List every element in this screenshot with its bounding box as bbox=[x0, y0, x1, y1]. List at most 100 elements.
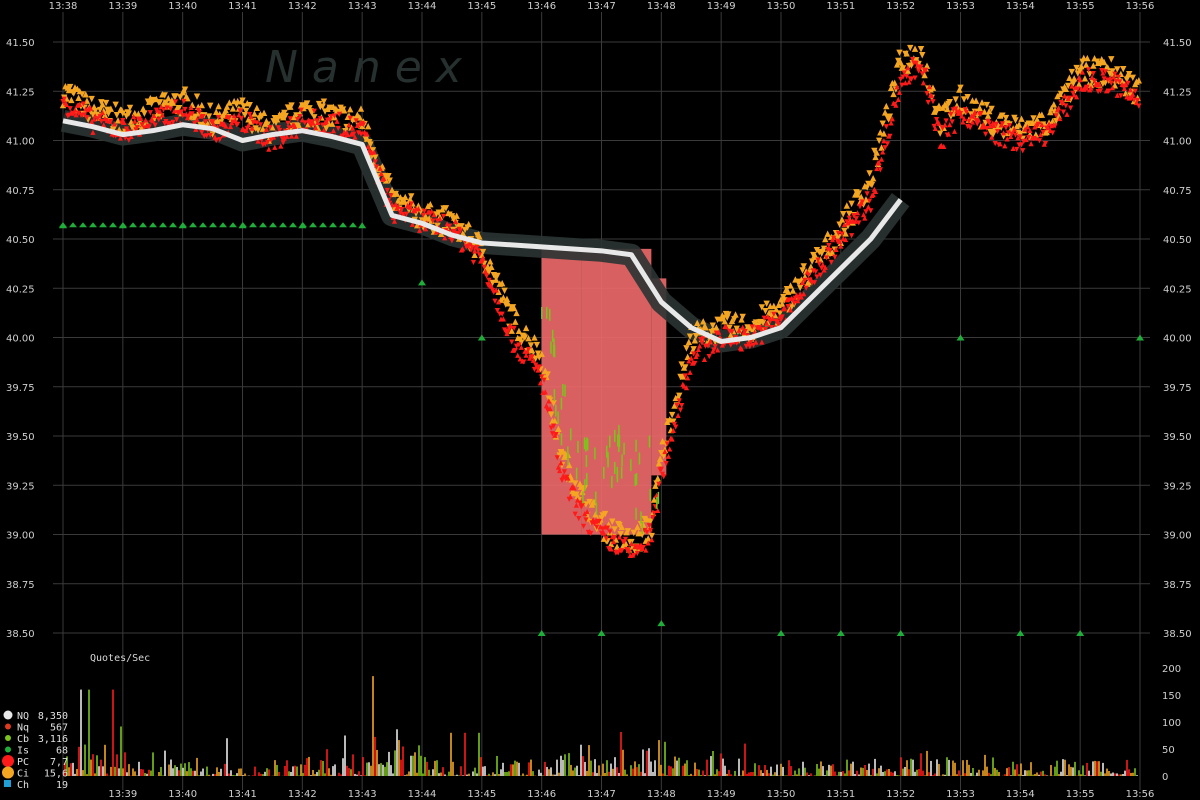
pc-quote-mark bbox=[1117, 79, 1123, 85]
pc-quote-mark bbox=[667, 446, 673, 452]
pc-quote-mark bbox=[1073, 94, 1080, 100]
pc-quote-mark bbox=[428, 208, 435, 214]
pc-quote-mark bbox=[80, 101, 86, 107]
ci-quote-mark bbox=[877, 129, 884, 136]
ci-quote-mark bbox=[212, 108, 220, 116]
ci-quote-mark bbox=[222, 107, 229, 114]
x-tick-label-bottom: 13:56 bbox=[1126, 789, 1155, 800]
pc-quote-mark bbox=[930, 99, 936, 105]
ci-quote-mark bbox=[1030, 115, 1037, 122]
pc-quote-mark bbox=[598, 530, 605, 536]
pc-quote-mark bbox=[460, 246, 466, 252]
pc-quote-mark bbox=[484, 273, 490, 279]
x-tick-label-top: 13:42 bbox=[288, 1, 317, 12]
ci-quote-mark bbox=[448, 213, 456, 220]
ci-quote-mark bbox=[427, 200, 434, 208]
pc-quote-mark bbox=[516, 342, 522, 348]
x-tick-label-bottom: 13:44 bbox=[408, 789, 437, 800]
pc-quote-mark bbox=[272, 144, 278, 150]
pc-quote-mark bbox=[955, 110, 961, 116]
pc-quote-mark bbox=[63, 101, 70, 108]
pc-quote-mark bbox=[862, 215, 868, 221]
pc-quote-mark bbox=[1091, 78, 1098, 84]
pc-quote-mark bbox=[941, 143, 947, 149]
pc-quote-mark bbox=[223, 123, 229, 129]
pc-quote-mark bbox=[1035, 121, 1041, 127]
pc-quote-mark bbox=[132, 118, 138, 124]
pc-quote-mark bbox=[267, 125, 273, 131]
pc-quote-mark bbox=[1050, 130, 1056, 136]
ci-quote-mark bbox=[1109, 68, 1116, 75]
x-tick-label-bottom: 13:45 bbox=[467, 789, 496, 800]
ci-quote-mark bbox=[341, 107, 348, 114]
ci-quote-mark bbox=[105, 110, 112, 118]
pc-quote-mark bbox=[334, 118, 340, 124]
pc-quote-mark bbox=[120, 117, 126, 124]
pc-quote-mark bbox=[865, 204, 871, 210]
pc-quote-mark bbox=[579, 502, 585, 509]
pc-quote-mark bbox=[969, 119, 976, 125]
pc-quote-mark bbox=[692, 360, 698, 367]
pc-quote-mark bbox=[488, 283, 495, 289]
ci-quote-mark bbox=[929, 84, 937, 91]
pc-quote-mark bbox=[235, 121, 241, 127]
ci-quote-mark bbox=[1081, 75, 1089, 82]
pc-quote-mark bbox=[845, 220, 851, 226]
ci-quote-mark bbox=[1012, 117, 1019, 124]
legend-code: PC bbox=[17, 757, 29, 768]
pc-quote-mark bbox=[943, 118, 949, 124]
pc-quote-mark bbox=[1077, 77, 1083, 83]
pc-quote-mark bbox=[530, 357, 536, 363]
pc-quote-mark bbox=[1123, 81, 1129, 87]
pc-quote-mark bbox=[687, 369, 693, 375]
pc-quote-mark bbox=[521, 359, 527, 365]
pc-quote-mark bbox=[117, 135, 124, 141]
x-tick-label-top: 13:39 bbox=[108, 1, 137, 12]
pc-quote-mark bbox=[881, 138, 887, 144]
ci-quote-mark bbox=[824, 230, 831, 237]
x-tick-label-top: 13:40 bbox=[168, 1, 197, 12]
pc-quote-mark bbox=[1136, 103, 1142, 109]
pc-quote-mark bbox=[823, 255, 830, 261]
ci-quote-mark bbox=[1048, 105, 1055, 112]
ci-quote-mark bbox=[239, 97, 246, 104]
x-tick-label-top: 13:51 bbox=[826, 1, 855, 12]
pc-quote-mark bbox=[799, 279, 806, 285]
x-tick-label-bottom: 13:53 bbox=[946, 789, 975, 800]
ci-quote-mark bbox=[479, 248, 487, 256]
ci-quote-mark bbox=[1135, 77, 1143, 84]
pc-quote-mark bbox=[266, 146, 272, 152]
legend-code: Nq bbox=[17, 723, 29, 734]
ci-quote-mark bbox=[246, 101, 253, 109]
pc-quote-mark bbox=[971, 114, 977, 120]
is-quote-mark bbox=[1136, 334, 1144, 341]
pc-quote-mark bbox=[348, 131, 354, 137]
pc-quote-mark bbox=[572, 511, 578, 517]
ci-quote-mark bbox=[522, 324, 530, 332]
pc-quote-mark bbox=[238, 116, 244, 122]
ci-quote-mark bbox=[690, 346, 697, 353]
ci-quote-mark bbox=[763, 300, 770, 308]
pc-quote-mark bbox=[856, 220, 862, 226]
ci-quote-mark bbox=[326, 104, 334, 112]
pc-quote-mark bbox=[554, 455, 560, 461]
ci-quote-mark bbox=[702, 324, 709, 331]
is-quote-mark bbox=[1016, 630, 1025, 636]
pc-quote-mark bbox=[99, 109, 106, 116]
x-tick-label-bottom: 13:40 bbox=[168, 789, 197, 800]
pc-quote-mark bbox=[541, 377, 547, 383]
pc-quote-mark bbox=[641, 527, 648, 534]
pc-quote-mark bbox=[493, 287, 499, 293]
pc-quote-mark bbox=[480, 255, 486, 261]
y-tick-label-left: 40.50 bbox=[6, 235, 35, 246]
ci-quote-mark bbox=[777, 296, 785, 303]
ci-quote-mark bbox=[169, 99, 177, 106]
ci-quote-mark bbox=[650, 496, 658, 503]
ci-quote-mark bbox=[102, 99, 110, 107]
ci-quote-mark bbox=[744, 324, 751, 331]
ci-quote-mark bbox=[160, 100, 167, 107]
ci-quote-mark bbox=[555, 425, 562, 433]
pc-quote-mark bbox=[628, 541, 635, 547]
ci-quote-mark bbox=[1066, 74, 1073, 81]
pc-quote-mark bbox=[707, 338, 713, 344]
